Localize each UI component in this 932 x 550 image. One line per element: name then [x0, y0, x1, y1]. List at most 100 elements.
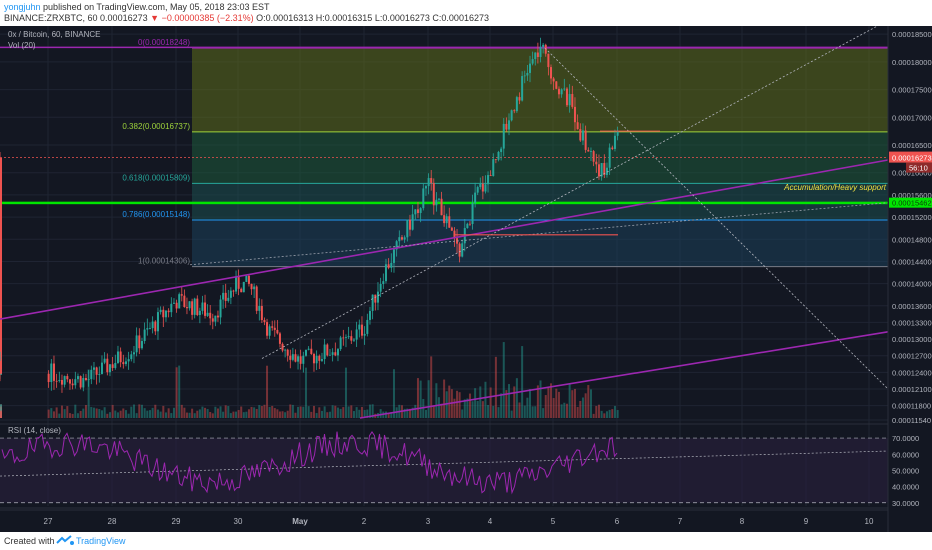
volume-bar — [0, 408, 2, 418]
volume-bar — [581, 397, 584, 418]
drawn-trendlines[interactable] — [0, 26, 889, 419]
time-axis: 27 28 29 30 May 2 3 4 5 6 7 8 9 10 — [0, 26, 932, 532]
volume-bar — [0, 411, 2, 418]
price-tick-label: 0.00011800 — [892, 402, 931, 411]
volume-bar — [289, 404, 292, 418]
volume-bar — [616, 410, 619, 418]
candle-body — [576, 122, 579, 130]
candle-body — [371, 294, 374, 311]
candle-body — [542, 44, 545, 47]
volume-bar — [608, 409, 611, 418]
volume-bar — [204, 407, 207, 418]
candle-body — [539, 46, 542, 57]
volume-bar — [342, 407, 345, 418]
volume-bar — [550, 383, 553, 418]
candle-body — [592, 151, 595, 162]
volume-bar — [60, 405, 63, 418]
candle-body — [344, 337, 347, 338]
volume-bar — [416, 378, 419, 418]
volume-bar — [98, 408, 101, 418]
candle-body — [445, 216, 448, 224]
candle-body — [294, 354, 297, 362]
candle-body — [0, 157, 2, 359]
volume-bar — [453, 398, 456, 418]
candle-body — [76, 376, 79, 380]
time-tick-label: 9 — [804, 517, 809, 526]
candle-body — [291, 354, 294, 360]
candle-body — [307, 348, 310, 350]
candle-body — [489, 175, 492, 176]
volume-bar — [148, 410, 151, 418]
volume-bar — [576, 406, 579, 418]
candle-body — [156, 312, 159, 332]
volume-bar — [474, 388, 477, 418]
candle-body — [191, 301, 194, 315]
volume-bar — [392, 369, 395, 418]
price-axis-bg[interactable] — [888, 26, 932, 532]
volume-bar — [82, 408, 85, 418]
candle-body — [392, 249, 395, 263]
candle-body — [448, 216, 451, 228]
volume-bar — [379, 409, 382, 418]
volume-bar — [505, 390, 508, 418]
volume-bar — [266, 365, 269, 418]
volume-bar — [0, 411, 2, 418]
volume-bar — [127, 413, 130, 418]
volume-bar — [222, 411, 225, 418]
volume-bar — [242, 412, 245, 418]
candle-body — [253, 286, 256, 290]
candle-body — [201, 302, 204, 311]
volume-bar — [240, 406, 243, 418]
volume-bar — [368, 404, 371, 418]
candle-body — [400, 237, 403, 240]
volume-bar — [95, 408, 98, 418]
rsi-tick-label: 40.0000 — [892, 483, 919, 492]
volume-bar — [206, 409, 209, 418]
support-line — [0, 201, 888, 205]
fibonacci-retracement[interactable]: 0(0.00018248) 0.382(0.00016737) 0.618(0.00… — [0, 38, 888, 268]
candle-body — [323, 344, 326, 360]
candle-body — [419, 208, 422, 213]
volume-bar — [611, 409, 614, 418]
candle-body — [374, 294, 377, 303]
candle-body — [435, 199, 438, 206]
volume-bar — [555, 388, 558, 418]
author-link[interactable]: yongjuhn — [4, 2, 41, 12]
candle-body — [245, 275, 248, 282]
volume-bar — [229, 413, 232, 418]
volume-bar — [513, 386, 516, 418]
footer: Created with TradingView — [0, 532, 932, 550]
volume-bar — [571, 390, 574, 418]
volume-bar — [209, 411, 212, 418]
candle-body — [526, 72, 529, 76]
volume-bar — [172, 407, 175, 418]
rsi-trendline — [0, 450, 889, 477]
candle-body — [100, 362, 103, 374]
candle-body — [471, 202, 474, 224]
candle-body — [508, 120, 511, 130]
candle-body — [603, 163, 606, 175]
candle-body — [461, 243, 464, 257]
candle-body — [154, 321, 157, 332]
candle-body — [278, 333, 281, 344]
candle-body — [222, 292, 225, 300]
candle-body — [273, 327, 276, 330]
volume-bar — [557, 391, 560, 418]
high-value: 0.00016315 — [324, 13, 373, 23]
support-price-tag — [889, 197, 932, 208]
time-tick-label: 8 — [740, 517, 745, 526]
candle-body — [74, 379, 77, 386]
chart-canvas[interactable]: 0(0.00018248) 0.382(0.00016737) 0.618(0.00… — [0, 26, 932, 532]
tradingview-brand[interactable]: TradingView — [76, 536, 126, 546]
volume-bar — [456, 390, 459, 418]
candle-body — [242, 281, 245, 293]
candle-body — [315, 355, 318, 364]
rsi-pane[interactable] — [0, 423, 889, 509]
volume-bar — [347, 406, 350, 418]
candle-body — [416, 209, 419, 213]
volume-bar — [371, 404, 374, 418]
open-value: 0.00016313 — [265, 13, 314, 23]
candle-body — [494, 159, 497, 160]
candle-body — [450, 227, 453, 231]
volume-bar — [84, 405, 87, 418]
